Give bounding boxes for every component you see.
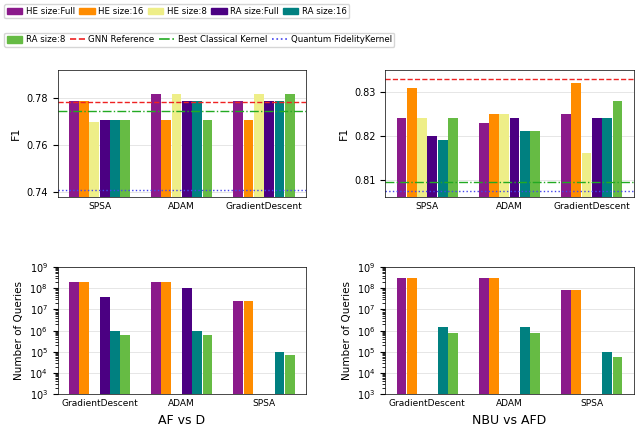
Bar [69, 282, 79, 438]
Bar [161, 120, 171, 438]
Bar [69, 101, 79, 438]
Bar [561, 290, 571, 438]
Bar [79, 282, 89, 438]
Bar [151, 94, 161, 438]
Bar [612, 357, 622, 438]
Bar [264, 101, 274, 438]
Bar [182, 288, 192, 438]
Bar [172, 94, 182, 438]
X-axis label: NBU vs AFD: NBU vs AFD [472, 413, 547, 427]
Legend: RA size:8, GNN Reference, Best Classical Kernel, Quantum FidelityKernel: RA size:8, GNN Reference, Best Classical… [4, 33, 394, 47]
Bar [602, 352, 612, 438]
Bar [275, 352, 284, 438]
Bar [161, 282, 171, 438]
Bar [285, 355, 294, 438]
Bar [244, 301, 253, 438]
Bar [592, 118, 602, 438]
Bar [203, 120, 212, 438]
Bar [234, 301, 243, 438]
Bar [582, 153, 591, 438]
Bar [531, 333, 540, 438]
Bar [151, 282, 161, 438]
Bar [407, 278, 417, 438]
Y-axis label: Number of Queries: Number of Queries [342, 281, 351, 380]
Bar [448, 333, 458, 438]
Bar [438, 140, 447, 438]
Bar [100, 120, 109, 438]
Bar [499, 114, 509, 438]
Y-axis label: F1: F1 [339, 127, 349, 140]
Bar [192, 331, 202, 438]
Bar [438, 327, 447, 438]
Bar [244, 120, 253, 438]
Legend: HE size:Full, HE size:16, HE size:8, RA size:Full, RA size:16: HE size:Full, HE size:16, HE size:8, RA … [4, 4, 349, 18]
Bar [110, 120, 120, 438]
Bar [479, 123, 488, 438]
Bar [203, 336, 212, 438]
Bar [110, 331, 120, 438]
Bar [489, 114, 499, 438]
Bar [520, 131, 530, 438]
Bar [612, 101, 622, 438]
Bar [561, 114, 571, 438]
Y-axis label: F1: F1 [11, 127, 21, 140]
Bar [448, 118, 458, 438]
Bar [489, 278, 499, 438]
Y-axis label: Number of Queries: Number of Queries [14, 281, 24, 380]
Bar [234, 101, 243, 438]
Bar [100, 297, 109, 438]
Bar [254, 94, 264, 438]
Bar [428, 136, 437, 438]
Bar [79, 101, 89, 438]
Bar [572, 290, 581, 438]
Bar [602, 118, 612, 438]
Bar [520, 327, 530, 438]
Bar [275, 101, 284, 438]
Bar [285, 94, 294, 438]
Bar [417, 118, 427, 438]
Bar [397, 278, 406, 438]
Bar [572, 83, 581, 438]
Bar [120, 120, 130, 438]
Bar [397, 118, 406, 438]
Bar [407, 88, 417, 438]
Bar [479, 278, 488, 438]
Bar [192, 101, 202, 438]
Bar [120, 336, 130, 438]
Bar [509, 118, 520, 438]
Bar [182, 101, 192, 438]
X-axis label: AF vs D: AF vs D [158, 413, 205, 427]
Bar [531, 131, 540, 438]
Bar [90, 122, 99, 438]
